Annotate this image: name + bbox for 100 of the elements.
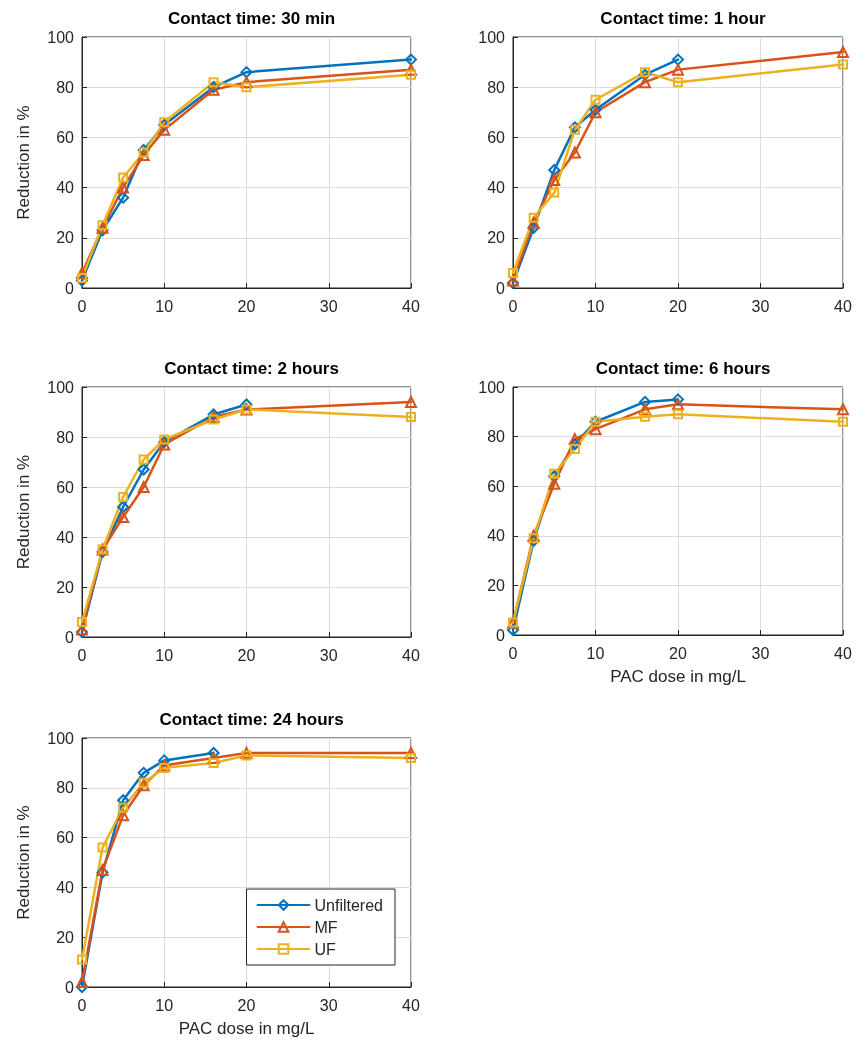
y-tick-label: 0 (496, 626, 506, 644)
x-tick-label: 20 (237, 297, 256, 315)
y-tick-label: 80 (487, 78, 506, 96)
point (589, 423, 602, 436)
y-axis-title: Reduction in % (14, 454, 33, 570)
point (549, 187, 560, 198)
x-tick-label: 40 (834, 297, 852, 315)
point (241, 750, 252, 761)
point (569, 444, 580, 454)
point (405, 396, 417, 408)
point (527, 221, 540, 234)
point (639, 395, 651, 408)
point (137, 143, 150, 156)
point (76, 981, 88, 993)
chart-title: Contact time: 6 hours (595, 359, 771, 378)
y-tick-label: 40 (487, 179, 506, 197)
y-tick-label: 100 (478, 378, 506, 396)
point (549, 468, 560, 479)
point (77, 954, 87, 965)
point (673, 409, 683, 420)
y-tick-label: 60 (487, 477, 506, 495)
y-tick-label: 20 (56, 928, 75, 946)
y-axis-title: Reduction in % (14, 805, 33, 920)
x-tick-label: 40 (402, 646, 420, 664)
y-tick-label: 0 (65, 628, 75, 646)
point (406, 69, 416, 80)
chart-title: Contact time: 30 min (167, 9, 336, 28)
legend-label: UF (314, 940, 337, 958)
point (241, 82, 252, 93)
y-tick-label: 20 (56, 578, 75, 596)
y-tick-label: 20 (56, 229, 75, 247)
point (137, 463, 150, 476)
point (240, 66, 253, 79)
point (640, 411, 650, 422)
point (97, 842, 108, 853)
point (76, 976, 88, 989)
y-tick-label: 40 (56, 179, 75, 197)
y-tick-label: 80 (56, 428, 75, 446)
point (207, 746, 220, 759)
x-tick-label: 0 (77, 297, 87, 315)
y-tick-label: 0 (65, 279, 75, 297)
point (77, 617, 87, 627)
point (240, 76, 253, 89)
x-tick-label: 0 (508, 297, 518, 315)
point (208, 77, 219, 88)
y-tick-label: 0 (65, 978, 75, 996)
point (568, 146, 581, 159)
point (117, 794, 130, 807)
point (548, 470, 561, 483)
point (837, 403, 849, 416)
y-tick-label: 100 (47, 28, 75, 46)
point (137, 779, 150, 792)
point (118, 492, 129, 502)
x-tick-label: 10 (586, 297, 605, 315)
x-tick-label: 10 (586, 644, 605, 662)
point (672, 53, 684, 66)
point (406, 412, 416, 422)
x-tick-label: 20 (237, 996, 256, 1014)
x-axis-title: PAC dose in mg/L (178, 1019, 315, 1038)
x-tick-label: 20 (669, 297, 687, 315)
y-tick-label: 80 (56, 779, 75, 797)
point (672, 398, 684, 411)
x-tick-label: 30 (751, 297, 770, 315)
x-tick-label: 30 (319, 996, 338, 1014)
y-tick-label: 20 (487, 229, 506, 247)
y-tick-label: 60 (56, 829, 75, 847)
x-tick-label: 10 (155, 996, 174, 1014)
point (672, 393, 684, 406)
x-tick-label: 30 (751, 644, 770, 662)
point (117, 181, 130, 194)
y-tick-label: 60 (56, 478, 75, 496)
y-tick-label: 60 (56, 128, 75, 146)
point (508, 267, 518, 278)
point (528, 212, 539, 223)
x-tick-label: 0 (77, 646, 87, 664)
x-tick-label: 40 (402, 297, 420, 315)
point (240, 746, 253, 759)
y-tick-label: 80 (56, 78, 75, 96)
y-tick-label: 100 (47, 729, 75, 747)
x-tick-label: 20 (237, 646, 256, 664)
y-tick-label: 0 (496, 279, 506, 297)
x-tick-label: 10 (155, 297, 174, 315)
point (158, 123, 171, 136)
x-tick-label: 0 (77, 996, 87, 1014)
y-tick-label: 40 (56, 878, 75, 896)
x-tick-label: 0 (508, 644, 518, 662)
point (405, 53, 417, 66)
y-axis-title: Reduction in % (14, 105, 33, 220)
legend-label: MF (314, 918, 338, 936)
point (673, 77, 683, 88)
point (118, 802, 129, 813)
point (548, 164, 561, 177)
y-tick-label: 60 (487, 128, 506, 146)
point (639, 403, 651, 416)
x-tick-label: 30 (319, 646, 338, 664)
chart-title: Contact time: 2 hours (164, 359, 339, 378)
y-tick-label: 40 (56, 528, 75, 546)
point (837, 46, 849, 59)
legend-label: Unfiltered (314, 896, 384, 914)
point (527, 529, 540, 542)
